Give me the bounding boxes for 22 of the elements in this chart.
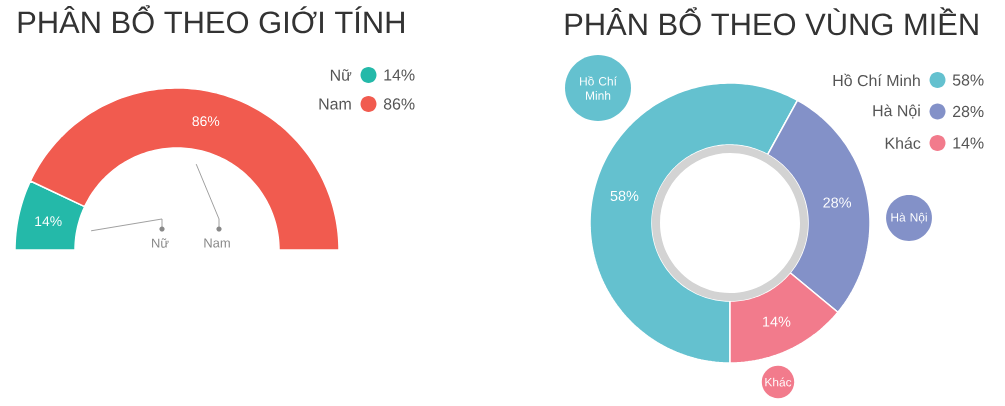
legend-label: Nam — [319, 98, 351, 110]
slice-label: Nam — [204, 238, 230, 248]
text: 14% — [953, 137, 984, 149]
slice-label: Khác — [765, 377, 792, 387]
legend-label: Hồ Chí Minh — [833, 73, 920, 87]
data-label: 28% — [823, 197, 852, 208]
text: 86% — [383, 98, 415, 110]
text: 58% — [952, 74, 984, 86]
chart-title: PHÂN BỔ THEO VÙNG MIỀN — [565, 7, 978, 36]
slice-label: Nữ — [152, 238, 169, 248]
data-label: 86% — [192, 116, 220, 127]
text: 14% — [384, 69, 415, 81]
chart-title: PHÂN BỔ THEO GIỚI TÍNH — [18, 5, 404, 34]
legend-label: Hà Nội — [873, 104, 920, 119]
slice-label: Hồ Chí Minh — [580, 76, 617, 100]
data-label: 58% — [610, 190, 639, 201]
legend-label: Nữ — [330, 69, 352, 81]
text: 28% — [953, 105, 984, 118]
data-label: 14% — [763, 316, 791, 327]
legend-label: Khác — [885, 137, 921, 149]
slice-label: Hà Nội — [891, 212, 927, 224]
data-label: 14% — [35, 216, 62, 227]
